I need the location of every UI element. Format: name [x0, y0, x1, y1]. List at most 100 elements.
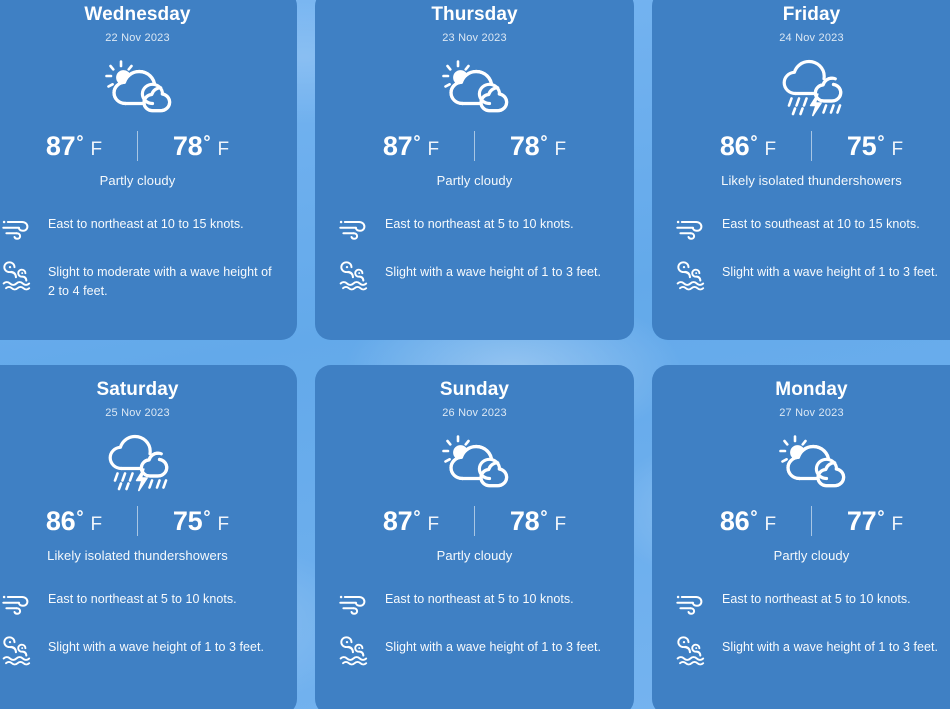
high-temp-degree: °	[76, 131, 84, 152]
partly-cloudy-icon	[776, 434, 848, 492]
low-temperature: 78 ° F	[479, 131, 597, 162]
weather-condition-icon-wrap	[674, 57, 949, 119]
high-temp-unit: F	[764, 138, 777, 160]
low-temp-degree: °	[203, 131, 211, 152]
wave-description: Slight with a wave height of 1 to 3 feet…	[722, 264, 939, 279]
weather-condition-icon-wrap	[337, 432, 612, 494]
high-temp-unit: F	[427, 513, 440, 535]
wave-description: Slight with a wave height of 1 to 3 feet…	[48, 639, 265, 654]
wind-icon	[0, 212, 38, 244]
low-temp-value: 77	[846, 505, 877, 536]
partly-cloudy-icon	[439, 434, 511, 492]
condition-description: Partly cloudy	[436, 547, 513, 563]
wave-detail-row: Slight with a wave height of 1 to 3 feet…	[337, 261, 612, 292]
high-temperature: 87 ° F	[352, 506, 470, 537]
forecast-day-card-friday[interactable]: Friday 24 Nov 2023 86	[652, 0, 950, 340]
day-name: Monday	[775, 379, 848, 400]
high-temperature: 86 ° F	[689, 131, 807, 162]
wave-description: Slight with a wave height of 1 to 3 feet…	[722, 639, 939, 654]
wind-description: East to northeast at 5 to 10 knots.	[385, 216, 574, 231]
high-temp-value: 87	[382, 505, 413, 536]
day-name: Wednesday	[84, 4, 191, 25]
wind-icon	[337, 587, 375, 619]
low-temp-value: 78	[509, 505, 540, 536]
temperature-row: 87 ° F 78 ° F	[337, 131, 612, 162]
wave-description: Slight with a wave height of 1 to 3 feet…	[385, 639, 602, 654]
temperature-divider	[474, 131, 475, 162]
forecast-day-card-thursday[interactable]: Thursday 23 Nov 2023 87 ° F	[315, 0, 634, 340]
wind-description: East to northeast at 5 to 10 knots.	[722, 591, 911, 606]
wind-icon	[674, 587, 712, 619]
wind-detail-row: East to northeast at 5 to 10 knots.	[0, 589, 275, 619]
temperature-divider	[811, 131, 812, 162]
day-date: 22 Nov 2023	[105, 31, 170, 44]
low-temp-degree: °	[877, 506, 885, 527]
partly-cloudy-icon	[439, 59, 511, 117]
forecast-day-card-wednesday[interactable]: Wednesday 22 Nov 2023 87 ° F	[0, 0, 297, 340]
high-temp-unit: F	[90, 138, 103, 160]
condition-description: Partly cloudy	[99, 172, 176, 188]
low-temperature: 75 ° F	[816, 131, 934, 162]
wind-detail-row: East to southeast at 10 to 15 knots.	[674, 214, 949, 244]
low-temp-value: 75	[172, 505, 203, 536]
wave-detail-row: Slight with a wave height of 1 to 3 feet…	[674, 635, 949, 667]
day-date: 24 Nov 2023	[779, 31, 844, 44]
wave-detail-row: Slight with a wave height of 1 to 3 feet…	[674, 260, 949, 292]
thunderstorm-icon	[104, 433, 172, 493]
low-temp-unit: F	[554, 138, 567, 160]
wind-icon	[674, 212, 712, 244]
low-temp-degree: °	[540, 131, 548, 152]
low-temp-value: 78	[509, 130, 540, 161]
high-temperature: 86 ° F	[689, 506, 807, 537]
high-temp-degree: °	[76, 506, 84, 527]
wind-icon	[0, 587, 38, 619]
forecast-day-card-monday[interactable]: Monday 27 Nov 2023 86 ° F	[652, 365, 950, 709]
temperature-divider	[474, 506, 475, 537]
high-temperature: 86 ° F	[15, 506, 133, 537]
wave-icon	[337, 635, 375, 667]
wave-description: Slight to moderate with a wave height of…	[48, 264, 272, 298]
low-temp-unit: F	[554, 513, 567, 535]
low-temp-degree: °	[203, 506, 211, 527]
day-name: Sunday	[439, 379, 510, 400]
wave-detail-row: Slight to moderate with a wave height of…	[0, 260, 275, 301]
high-temp-value: 87	[45, 130, 76, 161]
partly-cloudy-icon	[102, 59, 174, 117]
wind-detail-row: East to northeast at 10 to 15 knots.	[0, 214, 275, 244]
low-temp-degree: °	[877, 131, 885, 152]
low-temp-value: 75	[846, 130, 877, 161]
wave-icon	[0, 260, 38, 292]
weather-condition-icon-wrap	[674, 432, 949, 494]
high-temp-unit: F	[427, 138, 440, 160]
wave-icon	[674, 260, 712, 292]
forecast-day-card-sunday[interactable]: Sunday 26 Nov 2023 87 ° F	[315, 365, 634, 709]
low-temp-unit: F	[217, 513, 230, 535]
day-date: 23 Nov 2023	[442, 31, 507, 44]
temperature-row: 87 ° F 78 ° F	[0, 131, 275, 162]
temperature-row: 87 ° F 78 ° F	[337, 506, 612, 537]
temperature-divider	[137, 506, 138, 537]
day-name: Thursday	[431, 4, 518, 25]
forecast-day-card-saturday[interactable]: Saturday 25 Nov 2023 86	[0, 365, 297, 709]
wind-description: East to southeast at 10 to 15 knots.	[722, 216, 920, 231]
low-temperature: 75 ° F	[142, 506, 260, 537]
low-temp-unit: F	[891, 138, 904, 160]
wind-detail-row: East to northeast at 5 to 10 knots.	[674, 589, 949, 619]
temperature-row: 86 ° F 77 ° F	[674, 506, 949, 537]
low-temp-unit: F	[891, 513, 904, 535]
condition-description: Partly cloudy	[436, 172, 513, 188]
high-temp-degree: °	[750, 131, 758, 152]
condition-description: Partly cloudy	[773, 547, 850, 563]
low-temp-value: 78	[172, 130, 203, 161]
high-temp-degree: °	[413, 131, 421, 152]
wind-description: East to northeast at 10 to 15 knots.	[48, 216, 244, 231]
wind-description: East to northeast at 5 to 10 knots.	[48, 591, 237, 606]
high-temp-value: 86	[719, 130, 750, 161]
temperature-row: 86 ° F 75 ° F	[0, 506, 275, 537]
wind-description: East to northeast at 5 to 10 knots.	[385, 591, 574, 606]
temperature-row: 86 ° F 75 ° F	[674, 131, 949, 162]
wave-icon	[674, 635, 712, 667]
low-temp-unit: F	[217, 138, 230, 160]
high-temp-value: 87	[382, 130, 413, 161]
